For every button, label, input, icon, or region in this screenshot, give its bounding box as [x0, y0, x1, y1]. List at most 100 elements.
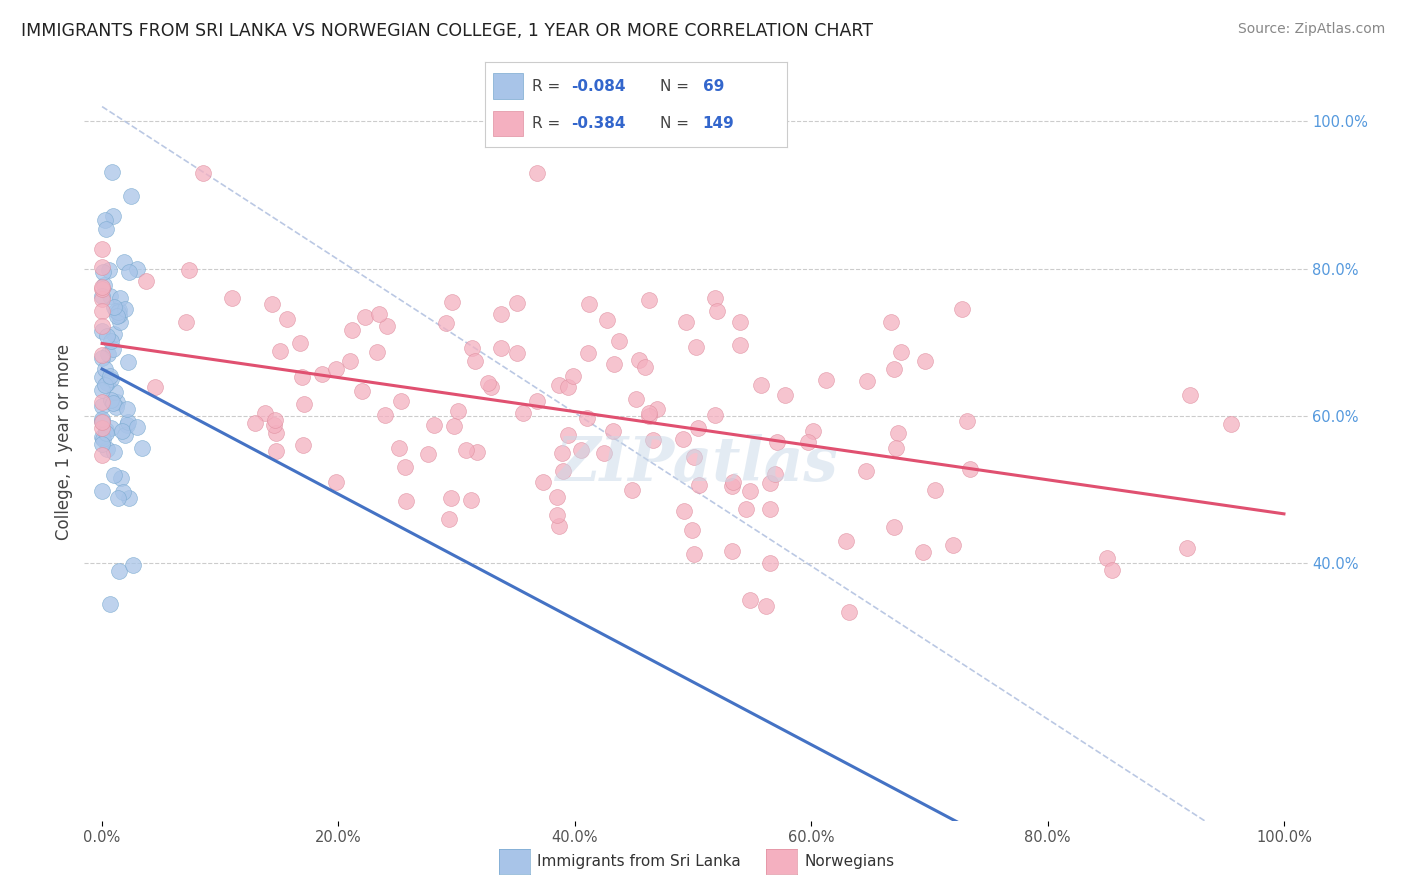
Point: [292, 438, 315, 452]
Point: [342, 323, 364, 337]
Point: [389, 394, 412, 409]
Point: [596, 313, 619, 327]
Point: [685, 340, 707, 354]
Point: [105, 394, 128, 409]
Point: [766, 435, 789, 450]
Point: [526, 166, 548, 180]
Point: [91, 448, 114, 462]
Point: [127, 261, 149, 276]
Point: [641, 433, 664, 447]
Point: [110, 424, 132, 438]
Point: [94, 423, 117, 437]
Point: [388, 441, 411, 455]
Point: [125, 420, 148, 434]
Point: [339, 353, 361, 368]
Point: [191, 166, 214, 180]
Point: [801, 424, 824, 438]
Point: [394, 460, 416, 475]
Text: 149: 149: [703, 116, 734, 131]
Point: [101, 165, 124, 179]
Point: [526, 393, 548, 408]
Point: [117, 415, 139, 429]
Point: [950, 302, 973, 317]
Point: [103, 300, 125, 314]
Point: [440, 295, 463, 310]
Point: [505, 346, 527, 360]
Point: [98, 263, 121, 277]
Point: [883, 361, 905, 376]
Text: 69: 69: [703, 78, 724, 94]
Text: N =: N =: [661, 116, 689, 131]
Point: [107, 303, 129, 318]
Point: [460, 492, 482, 507]
Point: [672, 432, 695, 446]
Point: [111, 485, 134, 500]
Point: [117, 355, 139, 369]
Point: [264, 444, 287, 458]
Point: [96, 376, 118, 390]
Point: [751, 377, 773, 392]
Point: [704, 408, 727, 422]
Point: [728, 337, 751, 351]
Point: [325, 362, 347, 376]
Point: [94, 362, 117, 376]
Point: [91, 282, 114, 296]
Point: [627, 353, 650, 368]
Point: [506, 296, 529, 310]
Point: [117, 491, 139, 506]
Point: [557, 428, 579, 442]
Point: [814, 373, 837, 387]
Point: [91, 242, 114, 256]
Point: [245, 416, 267, 430]
Point: [263, 417, 285, 432]
Point: [91, 260, 114, 275]
Point: [1095, 550, 1118, 565]
Point: [103, 445, 125, 459]
Point: [368, 307, 391, 321]
Point: [177, 263, 200, 277]
Point: [96, 329, 118, 343]
Point: [91, 436, 114, 450]
Point: [1175, 541, 1198, 556]
Point: [117, 417, 139, 432]
Point: [100, 393, 122, 408]
Point: [114, 301, 136, 316]
Point: [91, 304, 114, 318]
Y-axis label: College, 1 year or more: College, 1 year or more: [55, 343, 73, 540]
Point: [91, 395, 114, 409]
Point: [704, 291, 727, 305]
Point: [107, 304, 129, 318]
Point: [647, 402, 669, 417]
Point: [553, 464, 575, 478]
Point: [91, 384, 114, 398]
Point: [100, 372, 122, 386]
Point: [174, 316, 197, 330]
Point: [94, 425, 117, 440]
Point: [443, 419, 465, 434]
Point: [603, 357, 626, 371]
Point: [91, 399, 114, 413]
Point: [633, 359, 655, 374]
Point: [91, 280, 114, 294]
Text: ZIPatlas: ZIPatlas: [554, 434, 838, 494]
Point: [578, 297, 600, 311]
Point: [437, 512, 460, 526]
Point: [755, 599, 778, 613]
Point: [546, 508, 568, 523]
Point: [98, 368, 121, 383]
Point: [325, 475, 347, 489]
Point: [101, 396, 124, 410]
Point: [263, 413, 285, 427]
Point: [91, 483, 114, 498]
Point: [626, 392, 648, 407]
Point: [886, 426, 908, 441]
Point: [721, 544, 744, 558]
Point: [276, 311, 298, 326]
Point: [576, 345, 599, 359]
Point: [569, 443, 592, 458]
Point: [620, 483, 643, 498]
Point: [94, 378, 117, 392]
Point: [94, 221, 117, 235]
Point: [723, 475, 745, 489]
Point: [352, 384, 374, 399]
